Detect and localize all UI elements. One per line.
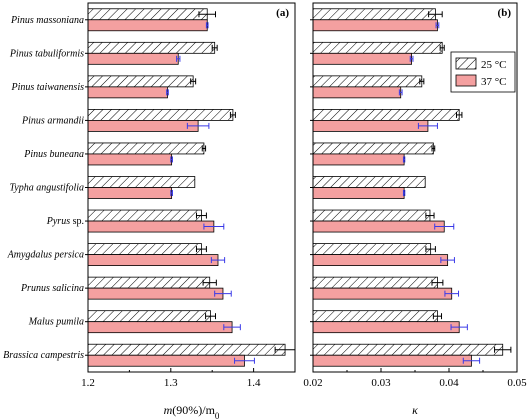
bar-37c [312,19,438,32]
bar-25c [87,176,196,188]
x-tick-label: 1.2 [81,377,95,389]
panel-label: (b) [498,7,512,19]
plot-frame [87,2,296,373]
bar-37c [312,120,429,132]
category-label: Pinus massoniana [10,15,84,26]
bar-25c [312,41,443,54]
bar-37c [312,86,402,99]
bar-37c [87,254,219,266]
bar-25c [87,243,202,255]
x-tick-label: 1.3 [164,377,178,389]
bar-25c [87,343,286,356]
bar-37c [312,321,460,334]
x-axis-label: κ [412,403,418,417]
bar-25c [312,109,460,121]
bar-37c [87,187,173,199]
x-axis-label: m(90%)/m0 [164,403,220,420]
bar-25c [312,243,432,255]
category-label: Pyrus sp. [46,216,84,227]
category-label: Brassica campestris [3,350,84,361]
legend-swatch [455,74,477,87]
bar-25c [87,142,205,155]
category-label: Prunus salicina [20,283,84,294]
legend-swatch [455,57,477,70]
x-tick-label: 0.05 [507,377,527,389]
bar-25c [312,176,426,188]
legend: 25 °C 37 °C [450,51,516,93]
bar-25c [87,75,194,88]
bar-25c [312,310,438,323]
panel-a: 1.2 1.3 1.4 (a) m(90%)/m0 Pinus massoniana Pin… [3,2,296,420]
panel-b: 0.02 0.03 0.04 0.05 (b) κ [303,2,527,417]
bar-25c [312,209,431,222]
bar-37c [87,120,199,132]
bar-37c [87,287,224,300]
bar-25c [87,310,211,323]
bar-25c [87,8,208,21]
x-tick-label: 0.04 [439,377,459,389]
legend-label: 25 °C [481,59,507,71]
bar-37c [87,153,173,166]
x-tick-label: 0.03 [371,377,391,389]
bar-37c [87,220,215,233]
category-label: Pinus taiwanensis [10,82,84,93]
bar-25c [87,276,211,289]
category-label: Typha angustifolia [9,183,84,194]
bar-37c [312,187,405,199]
bar-25c [87,41,216,54]
category-label: Pinus armandii [21,115,84,126]
bar-25c [87,209,202,222]
bar-37c [312,153,405,166]
bar-37c [87,321,233,334]
x-tick-label: 1.4 [247,377,261,389]
bar-37c [312,354,472,367]
category-label: Pinus tabuliformis [9,48,84,59]
category-label: Malus pumila [28,317,84,328]
bar-25c [312,8,436,21]
bar-25c [312,276,438,289]
category-label: Pinus buneana [23,149,84,160]
bar-37c [312,287,453,300]
bar-25c [312,75,423,88]
bar-37c [87,19,208,32]
bar-37c [312,254,449,266]
bar-37c [312,52,412,65]
x-tick-label: 0.02 [303,377,322,389]
bar-37c [312,220,445,233]
panel-label: (a) [276,7,289,19]
bar-25c [312,142,434,155]
bar-25c [87,109,234,121]
category-label: Amygdalus persica [7,250,84,261]
legend-label: 37 °C [481,76,507,88]
bar-37c [87,52,179,65]
bar-37c [87,354,245,367]
bar-37c [87,86,168,99]
bar-25c [312,343,504,356]
